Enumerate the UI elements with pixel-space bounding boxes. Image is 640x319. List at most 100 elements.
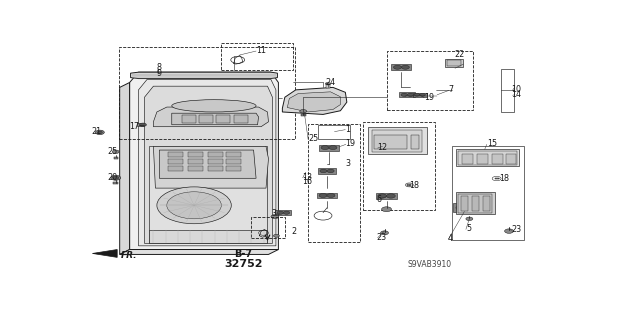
- Polygon shape: [150, 146, 268, 243]
- Text: 7: 7: [448, 85, 453, 94]
- Bar: [447, 60, 461, 66]
- Bar: [216, 115, 230, 123]
- Circle shape: [378, 194, 387, 198]
- Bar: [227, 159, 241, 164]
- Text: 23: 23: [511, 225, 522, 234]
- Polygon shape: [129, 72, 278, 249]
- Polygon shape: [145, 86, 273, 243]
- Circle shape: [381, 207, 392, 212]
- Bar: [412, 135, 419, 149]
- Text: 11: 11: [256, 46, 266, 55]
- Circle shape: [319, 194, 327, 197]
- Circle shape: [327, 194, 335, 197]
- Circle shape: [284, 211, 290, 214]
- Bar: [413, 93, 427, 97]
- Bar: [506, 154, 516, 164]
- Bar: [188, 152, 203, 157]
- Polygon shape: [172, 113, 259, 125]
- Bar: [301, 115, 306, 116]
- Text: 3: 3: [346, 159, 350, 168]
- Text: 19: 19: [424, 93, 434, 102]
- Bar: [114, 157, 118, 159]
- Bar: [168, 159, 183, 164]
- Bar: [495, 178, 499, 179]
- Bar: [472, 196, 479, 211]
- Bar: [367, 127, 428, 154]
- Bar: [456, 192, 495, 214]
- Text: 1: 1: [346, 125, 350, 134]
- Circle shape: [157, 187, 231, 224]
- Polygon shape: [92, 249, 117, 257]
- Circle shape: [381, 231, 388, 235]
- Bar: [453, 203, 483, 212]
- Bar: [376, 193, 397, 199]
- Circle shape: [111, 175, 121, 180]
- Bar: [500, 69, 515, 112]
- Bar: [251, 217, 285, 239]
- Polygon shape: [150, 230, 268, 243]
- Bar: [492, 154, 502, 164]
- Text: 17: 17: [129, 122, 140, 131]
- Polygon shape: [120, 83, 129, 255]
- Text: 12: 12: [378, 143, 388, 152]
- Circle shape: [408, 93, 413, 96]
- Bar: [208, 152, 223, 157]
- Circle shape: [97, 131, 102, 134]
- Text: 16: 16: [301, 177, 312, 187]
- Circle shape: [329, 145, 337, 150]
- Bar: [188, 166, 203, 171]
- Polygon shape: [154, 146, 269, 188]
- Circle shape: [468, 205, 480, 211]
- Bar: [363, 122, 435, 210]
- Circle shape: [387, 194, 396, 198]
- Circle shape: [401, 65, 410, 69]
- Circle shape: [112, 150, 119, 153]
- Bar: [188, 159, 203, 164]
- Bar: [387, 51, 474, 109]
- Bar: [445, 59, 463, 67]
- Bar: [374, 135, 407, 149]
- Bar: [275, 210, 291, 215]
- Bar: [221, 43, 293, 70]
- Text: 25: 25: [308, 135, 319, 144]
- Text: 21: 21: [91, 127, 101, 136]
- Polygon shape: [282, 87, 347, 115]
- Circle shape: [167, 192, 221, 219]
- Circle shape: [414, 93, 420, 96]
- Bar: [227, 152, 241, 157]
- Bar: [168, 166, 183, 171]
- Circle shape: [320, 169, 327, 173]
- Text: 18: 18: [499, 174, 509, 183]
- Circle shape: [466, 217, 473, 220]
- Text: 19: 19: [346, 139, 355, 148]
- Text: 2: 2: [291, 226, 296, 236]
- Bar: [227, 166, 241, 171]
- Bar: [319, 145, 339, 151]
- Circle shape: [394, 65, 401, 69]
- Bar: [326, 85, 330, 88]
- Circle shape: [401, 93, 408, 96]
- Bar: [399, 93, 415, 97]
- Bar: [318, 125, 350, 139]
- Text: 8: 8: [157, 63, 162, 72]
- Text: 20: 20: [108, 173, 118, 182]
- Text: 32752: 32752: [225, 259, 263, 269]
- Bar: [318, 168, 336, 174]
- Polygon shape: [159, 150, 256, 178]
- Bar: [456, 149, 520, 166]
- Bar: [308, 124, 360, 242]
- Bar: [118, 47, 295, 139]
- Polygon shape: [137, 123, 145, 126]
- Text: 9: 9: [157, 70, 162, 78]
- Bar: [461, 196, 468, 211]
- Circle shape: [95, 130, 104, 135]
- Circle shape: [504, 229, 513, 233]
- Bar: [392, 64, 412, 70]
- Bar: [168, 152, 183, 157]
- Ellipse shape: [172, 100, 256, 112]
- Text: 15: 15: [486, 139, 497, 148]
- Text: 24: 24: [326, 78, 335, 87]
- Bar: [182, 115, 196, 123]
- Text: 13: 13: [301, 173, 312, 182]
- Circle shape: [277, 211, 284, 214]
